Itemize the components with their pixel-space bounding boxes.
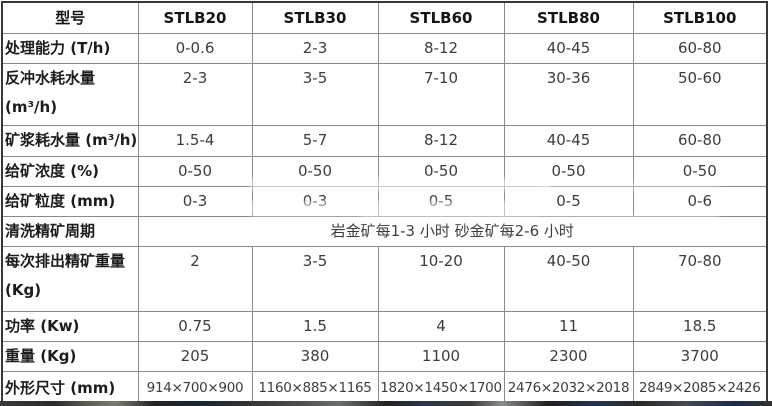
spec-value: 1160×885×1165 [251, 371, 379, 406]
spec-value: 0-3 [137, 186, 253, 217]
table-row-dimensions: 外形尺寸 (mm) 914×700×900 1160×885×1165 1820… [1, 371, 768, 406]
spec-value: 1820×1450×1700 [377, 371, 505, 406]
header-cell-stlb80: STLB80 [503, 1, 634, 34]
row-label: 每次排出精矿重量 (Kg) [1, 246, 139, 312]
spec-value: 40-50 [503, 246, 634, 312]
spec-value: 50-60 [632, 63, 768, 126]
spec-value: 0-0.6 [137, 33, 253, 64]
spec-value: 3-5 [251, 63, 379, 126]
header-cell-stlb30: STLB30 [251, 1, 379, 34]
header-cell-stlb20: STLB20 [137, 1, 253, 34]
spec-value: 40-45 [503, 125, 634, 157]
table-row-feed-density: 给矿浓度 (%) 0-50 0-50 0-50 0-50 0-50 [1, 156, 768, 187]
spec-value: 0.75 [137, 311, 253, 342]
spec-value: 60-80 [632, 33, 768, 64]
spec-value: 0-6 [632, 186, 768, 217]
spec-value: 2476×2032×2018 [503, 371, 634, 406]
spec-value: 3-5 [251, 246, 379, 312]
row-label: 给矿浓度 (%) [1, 156, 139, 187]
spec-value: 0-50 [632, 156, 768, 187]
spec-value: 0-50 [503, 156, 634, 187]
table-row-concentrate-weight: 每次排出精矿重量 (Kg) 2 3-5 10-20 40-50 70-80 [1, 246, 768, 312]
spec-value: 3700 [632, 341, 768, 372]
spec-value: 5-7 [251, 125, 379, 157]
spec-value: 30-36 [503, 63, 634, 126]
spec-value: 0-50 [251, 156, 379, 187]
spec-value: 0-50 [377, 156, 505, 187]
cleaning-cycle-merged-cell: 岩金矿每1-3 小时 砂金矿每2-6 小时 [137, 216, 768, 247]
spec-value: 8-12 [377, 33, 505, 64]
spec-value: 40-45 [503, 33, 634, 64]
spec-value: 4 [377, 311, 505, 342]
row-label: 处理能力 (T/h) [1, 33, 139, 64]
spec-value: 1.5-4 [137, 125, 253, 157]
spec-value: 380 [251, 341, 379, 372]
spec-value: 0-5 [377, 186, 505, 217]
row-label: 清洗精矿周期 [1, 216, 139, 247]
spec-value: 1.5 [251, 311, 379, 342]
spec-value: 2-3 [137, 63, 253, 126]
spec-value: 7-10 [377, 63, 505, 126]
table-row-weight: 重量 (Kg) 205 380 1100 2300 3700 [1, 341, 768, 372]
table-row-slurry-water: 矿浆耗水量 (m³/h) 1.5-4 5-7 8-12 40-45 60-80 [1, 125, 768, 157]
spec-value: 1100 [377, 341, 505, 372]
spec-value: 10-20 [377, 246, 505, 312]
header-cell-model-label: 型号 [1, 1, 139, 34]
spec-value: 8-12 [377, 125, 505, 157]
spec-value: 60-80 [632, 125, 768, 157]
table-row-power: 功率 (Kw) 0.75 1.5 4 11 18.5 [1, 311, 768, 342]
table-header-row: 型号 STLB20 STLB30 STLB60 STLB80 STLB100 [1, 1, 768, 34]
spec-value: 11 [503, 311, 634, 342]
header-cell-stlb60: STLB60 [377, 1, 505, 34]
spec-value: 2849×2085×2426 [632, 371, 768, 406]
spec-value: 0-5 [503, 186, 634, 217]
spec-value: 2300 [503, 341, 634, 372]
spec-value: 18.5 [632, 311, 768, 342]
row-label: 给矿粒度 (mm) [1, 186, 139, 217]
spec-value: 914×700×900 [137, 371, 253, 406]
row-label: 矿浆耗水量 (m³/h) [1, 125, 139, 157]
spec-value: 0-50 [137, 156, 253, 187]
spec-value: 0-3 [251, 186, 379, 217]
row-label: 反冲水耗水量 (m³/h) [1, 63, 139, 126]
row-label: 外形尺寸 (mm) [1, 371, 139, 406]
table-row-backwash-water: 反冲水耗水量 (m³/h) 2-3 3-5 7-10 30-36 50-60 [1, 63, 768, 126]
row-label: 重量 (Kg) [1, 341, 139, 372]
spec-value: 2 [137, 246, 253, 312]
table-row-feed-size: 给矿粒度 (mm) 0-3 0-3 0-5 0-5 0-6 [1, 186, 768, 217]
row-label: 功率 (Kw) [1, 311, 139, 342]
header-cell-stlb100: STLB100 [632, 1, 768, 34]
spec-value: 2-3 [251, 33, 379, 64]
table-row-capacity: 处理能力 (T/h) 0-0.6 2-3 8-12 40-45 60-80 [1, 33, 768, 64]
table-row-cleaning-cycle: 清洗精矿周期 岩金矿每1-3 小时 砂金矿每2-6 小时 [1, 216, 768, 247]
cropped-photo-strip [0, 401, 772, 406]
spec-value: 70-80 [632, 246, 768, 312]
spec-value: 205 [137, 341, 253, 372]
